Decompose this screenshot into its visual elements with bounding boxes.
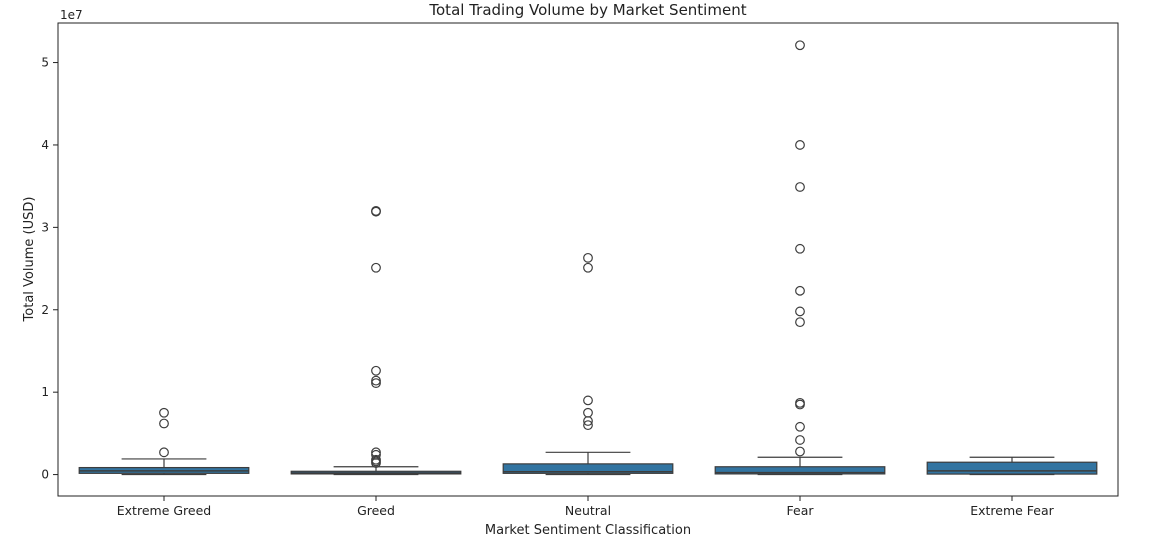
outlier-point-fear: [795, 243, 805, 254]
x-axis-label: Market Sentiment Classification: [485, 523, 691, 538]
y-tick-label: 3: [41, 220, 49, 234]
outlier-point-neutral: [583, 420, 593, 431]
box-neutral: [502, 463, 674, 474]
y-tick-label: 4: [41, 138, 49, 152]
x-tick-label: Fear: [787, 503, 815, 518]
outlier-point-neutral: [583, 252, 593, 263]
outlier-point-greed: [371, 447, 381, 458]
outlier-point-extreme-greed: [159, 447, 169, 458]
outlier-point-fear: [795, 285, 805, 296]
y-tick-label: 1: [41, 385, 49, 399]
x-tick-label: Greed: [357, 503, 395, 518]
plot-area: 0 1 2 3 4 5 Extreme Greed Greed Neutral Fear Extre…: [41, 22, 1119, 518]
y-axis-label: Total Volume (USD): [22, 197, 37, 323]
outlier-point-greed: [371, 262, 381, 273]
y-tick-label: 2: [41, 303, 49, 317]
outlier-point-greed: [371, 205, 381, 216]
x-tick-label: Extreme Fear: [970, 503, 1054, 518]
outlier-point-greed: [371, 375, 381, 386]
y-tick-label: 5: [41, 56, 49, 70]
box-extreme-fear: [926, 461, 1098, 475]
outlier-point-extreme-greed: [159, 407, 169, 418]
outlier-point-fear: [795, 182, 805, 192]
outlier-point-greed: [371, 449, 381, 460]
outlier-point-neutral: [583, 407, 593, 418]
outlier-point-extreme-greed: [159, 418, 169, 429]
outlier-point-fear: [795, 397, 805, 408]
outlier-point-greed: [371, 454, 381, 465]
outlier-point-greed: [371, 365, 381, 376]
outlier-point-greed: [371, 378, 381, 389]
outlier-point-neutral: [583, 262, 593, 273]
y-axis-offset-label: 1e7: [60, 8, 83, 22]
x-tick-label: Neutral: [565, 503, 611, 518]
outlier-point-fear: [795, 317, 805, 328]
outlier-point-fear: [795, 435, 805, 445]
chart-title: Total Trading Volume by Market Sentiment: [428, 1, 746, 19]
outlier-point-fear: [795, 140, 805, 150]
outlier-point-fear: [795, 421, 805, 432]
outlier-point-fear: [795, 306, 805, 317]
x-tick-label: Extreme Greed: [117, 503, 211, 518]
outlier-point-fear: [795, 446, 805, 457]
y-tick-label: 0: [41, 468, 49, 482]
outlier-point-neutral: [583, 395, 593, 406]
outlier-point-fear: [795, 40, 805, 51]
box-fear: [714, 466, 886, 475]
